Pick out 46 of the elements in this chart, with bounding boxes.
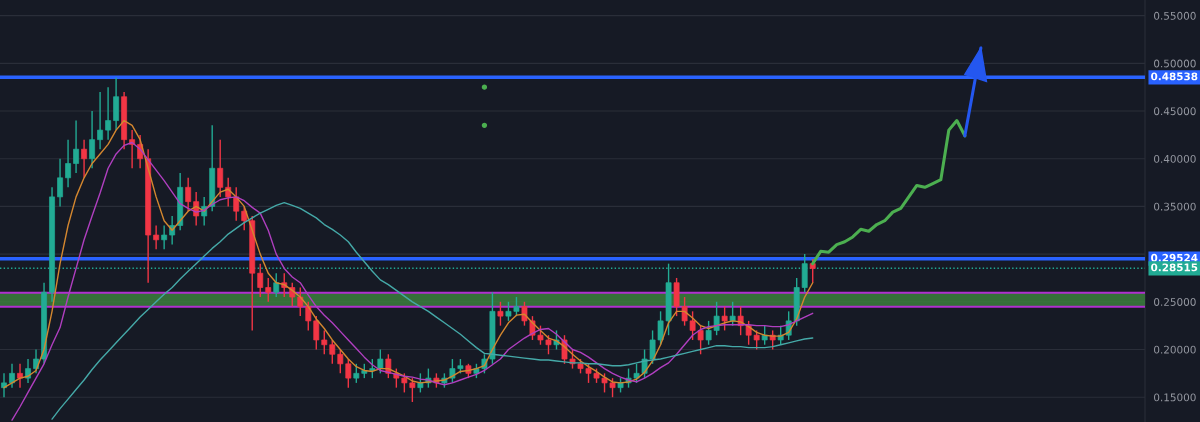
y-tick-label: 0.15000 xyxy=(1154,393,1196,402)
y-tick-label: 0.20000 xyxy=(1154,345,1196,354)
candlestick xyxy=(33,348,39,375)
candlestick xyxy=(161,224,168,251)
candlestick xyxy=(17,363,23,389)
candlestick xyxy=(273,272,280,298)
ref-line-label: 0.48538 xyxy=(1151,72,1198,81)
ref-line-label: 0.29524 xyxy=(1151,253,1198,262)
candlestick xyxy=(73,119,79,174)
candlestick xyxy=(313,315,320,351)
line-series xyxy=(51,201,814,420)
candlestick xyxy=(57,158,63,208)
line-series xyxy=(3,119,814,389)
candlestick xyxy=(105,86,112,141)
candlestick xyxy=(65,138,71,189)
y-tick-label: 0.45000 xyxy=(1154,107,1196,116)
candlestick xyxy=(81,138,87,179)
candlestick xyxy=(305,301,312,332)
candlestick xyxy=(217,138,224,198)
candlestick xyxy=(185,177,192,212)
y-tick-label: 0.35000 xyxy=(1154,202,1196,211)
candlestick xyxy=(89,110,95,169)
candlestick xyxy=(9,363,15,389)
y-tick-label: 0.25000 xyxy=(1154,298,1196,306)
candlestick xyxy=(225,177,232,208)
y-tick-label: 0.50000 xyxy=(1154,59,1196,68)
ref-line-label: 0.28515 xyxy=(1151,263,1198,272)
candlestick xyxy=(233,186,240,222)
candlestick xyxy=(369,358,376,379)
candlestick xyxy=(265,277,272,303)
y-tick-label: 0.40000 xyxy=(1154,154,1196,163)
candlestick xyxy=(497,301,504,327)
candlestick xyxy=(97,91,103,150)
line-series xyxy=(11,141,814,421)
y-tick-label: 0.55000 xyxy=(1154,11,1196,20)
candlestick xyxy=(729,301,736,327)
candlestick xyxy=(153,224,160,251)
candlestick xyxy=(289,282,296,308)
candlestick xyxy=(297,286,304,317)
candlestick xyxy=(761,324,768,346)
candlestick xyxy=(257,262,264,298)
candlestick xyxy=(377,348,384,375)
candlestick xyxy=(113,76,120,131)
candlestick xyxy=(321,329,328,355)
candlestick xyxy=(721,305,728,332)
candlestick xyxy=(1,372,7,398)
